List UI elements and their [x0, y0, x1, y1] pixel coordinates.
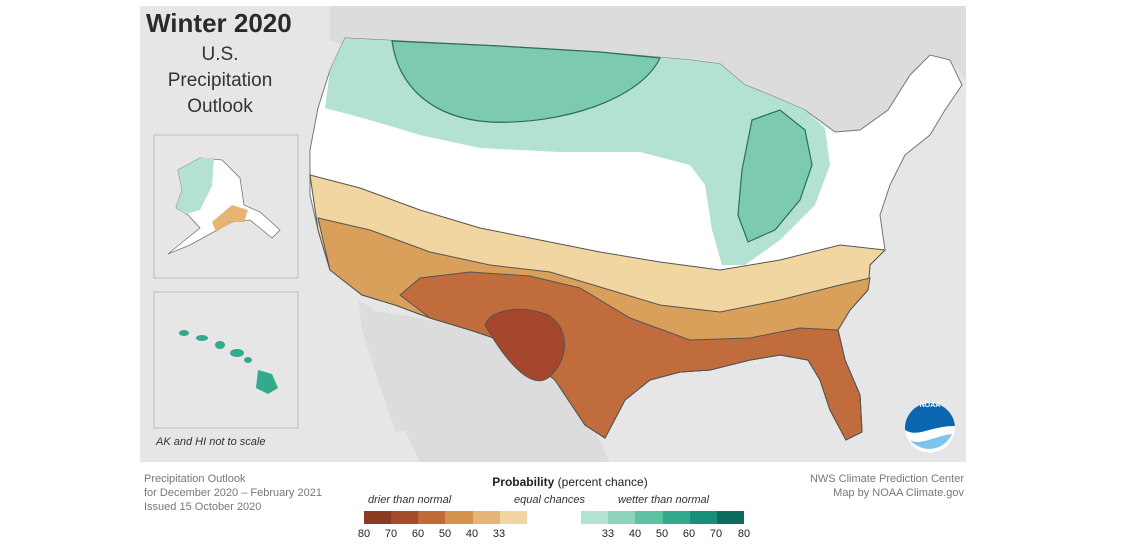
- legend-title-bold: Probability: [492, 475, 555, 489]
- drier-60-70-zone: [484, 308, 565, 382]
- wetter-40-50-zone-ohio-valley: [737, 109, 813, 243]
- map-title: Winter 2020: [146, 8, 292, 38]
- credits-line-2: Map by NOAA Climate.gov: [833, 487, 964, 499]
- alaska-drier-zone: [212, 205, 248, 232]
- legend-tick-label: 50: [438, 528, 452, 540]
- noaa-logo-text: NOAA: [919, 402, 941, 409]
- hawaii-islands: [179, 330, 278, 394]
- legend-tick-label: 50: [655, 528, 669, 540]
- legend-swatch: [635, 511, 663, 524]
- legend-swatch: [445, 511, 473, 524]
- legend-tick-label: 70: [384, 528, 398, 540]
- alaska-wetter-zone: [176, 158, 214, 214]
- legend-swatch: [716, 511, 744, 524]
- credits: NWS Climate Prediction Center Map by NOA…: [720, 472, 964, 500]
- legend-color-bar: [364, 511, 744, 524]
- legend-swatch: [689, 511, 717, 524]
- legend-swatch: [499, 511, 527, 524]
- legend-swatch: [391, 511, 419, 524]
- legend-category-drier: drier than normal: [368, 494, 452, 506]
- noaa-logo: [905, 403, 956, 454]
- legend-tick-label: 33: [492, 528, 506, 540]
- legend-swatch: [364, 511, 392, 524]
- legend-tick-label: 80: [357, 528, 371, 540]
- legend-swatch: [418, 511, 446, 524]
- legend-tick-label: 70: [709, 528, 723, 540]
- mexico-landmass: [368, 310, 610, 462]
- inset-scale-note: AK and HI not to scale: [156, 436, 266, 448]
- legend-category-wetter: wetter than normal: [618, 494, 710, 506]
- baja-peninsula: [358, 300, 408, 432]
- legend-category-equal: equal chances: [514, 494, 585, 506]
- legend-title: Probability (percent chance): [380, 475, 760, 489]
- legend-swatch: [662, 511, 690, 524]
- legend-swatch: [608, 511, 636, 524]
- subtitle-line-3: Outlook: [187, 96, 253, 117]
- legend-swatch: [581, 511, 609, 524]
- legend-swatch: [526, 511, 554, 524]
- legend-title-rest: (percent chance): [554, 475, 648, 489]
- legend-tick-label: 33: [601, 528, 615, 540]
- outlook-info-line-1: Precipitation Outlook: [144, 473, 246, 485]
- legend-tick-label: 80: [737, 528, 751, 540]
- outlook-info-line-2: for December 2020 – February 2021: [144, 487, 322, 499]
- legend-tick-label: 60: [411, 528, 425, 540]
- wetter-40-50-zone-north: [391, 40, 661, 123]
- outlook-info: Precipitation Outlook for December 2020 …: [144, 472, 322, 514]
- hawaii-inset-frame: [153, 291, 299, 429]
- credits-line-1: NWS Climate Prediction Center: [809, 473, 964, 485]
- legend-tick-label: 60: [682, 528, 696, 540]
- outlook-info-line-3: Issued 15 October 2020: [144, 501, 262, 513]
- map-subtitle: U.S. Precipitation Outlook: [150, 42, 290, 120]
- legend-swatch: [553, 511, 582, 524]
- legend-swatch: [472, 511, 500, 524]
- subtitle-line-2: Precipitation: [167, 70, 273, 91]
- subtitle-line-1: U.S.: [201, 44, 239, 65]
- legend-tick-label: 40: [628, 528, 642, 540]
- legend-tick-label: 40: [465, 528, 479, 540]
